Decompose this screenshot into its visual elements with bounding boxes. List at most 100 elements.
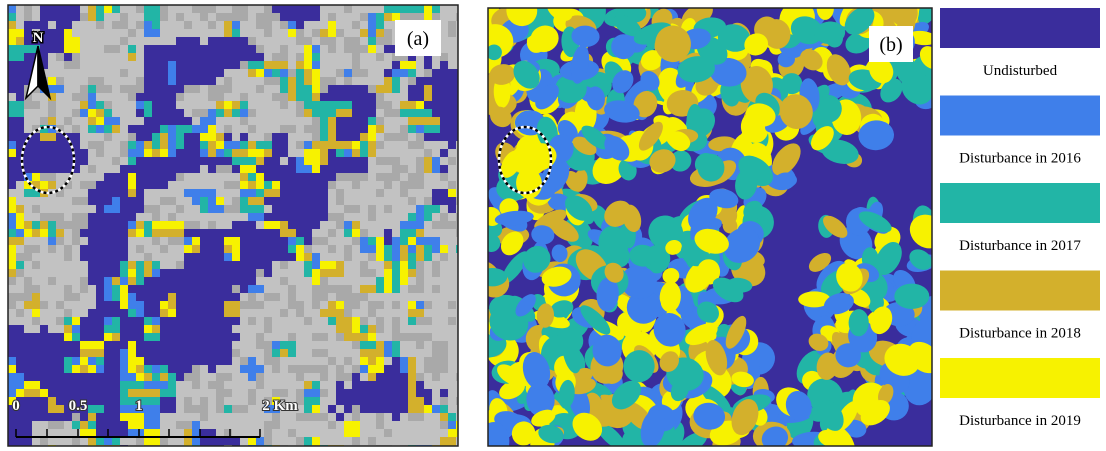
map-pixel xyxy=(248,109,256,117)
map-pixel xyxy=(256,349,264,357)
map-pixel xyxy=(120,389,128,397)
map-pixel xyxy=(256,437,264,445)
map-pixel xyxy=(272,293,280,301)
map-pixel xyxy=(208,389,216,397)
map-pixel xyxy=(392,341,400,349)
map-pixel xyxy=(112,77,120,85)
map-pixel xyxy=(416,181,424,189)
map-pixel xyxy=(128,5,136,13)
map-pixel xyxy=(32,309,40,317)
map-pixel xyxy=(408,133,416,141)
map-pixel xyxy=(344,45,352,53)
map-pixel xyxy=(280,341,288,349)
map-pixel xyxy=(248,189,256,197)
map-pixel xyxy=(384,333,392,341)
map-pixel xyxy=(392,301,400,309)
map-pixel xyxy=(328,381,336,389)
map-pixel xyxy=(224,413,232,421)
map-pixel xyxy=(400,365,408,373)
map-pixel xyxy=(280,77,288,85)
map-pixel xyxy=(320,229,328,237)
map-pixel xyxy=(168,373,176,381)
map-pixel xyxy=(264,125,272,133)
map-pixel xyxy=(400,77,408,85)
map-pixel xyxy=(456,61,464,69)
map-pixel xyxy=(272,277,280,285)
map-pixel xyxy=(360,141,368,149)
map-pixel xyxy=(176,213,184,221)
map-pixel xyxy=(160,141,168,149)
map-pixel xyxy=(328,421,336,429)
map-pixel xyxy=(168,189,176,197)
map-pixel xyxy=(144,429,152,437)
map-pixel xyxy=(224,245,232,253)
map-pixel xyxy=(336,245,344,253)
map-pixel xyxy=(288,37,296,45)
map-pixel xyxy=(240,109,248,117)
map-pixel xyxy=(296,309,304,317)
map-pixel xyxy=(424,13,432,21)
map-pixel xyxy=(224,253,232,261)
map-pixel xyxy=(344,261,352,269)
map-pixel xyxy=(352,149,360,157)
map-pixel xyxy=(328,77,336,85)
map-pixel xyxy=(184,381,192,389)
map-pixel xyxy=(72,325,80,333)
map-pixel xyxy=(344,213,352,221)
map-pixel xyxy=(256,381,264,389)
map-pixel xyxy=(440,229,448,237)
map-pixel xyxy=(8,277,16,285)
map-pixel xyxy=(224,389,232,397)
map-pixel xyxy=(456,429,464,437)
map-pixel xyxy=(456,29,464,37)
map-pixel xyxy=(328,117,336,125)
map-pixel xyxy=(400,253,408,261)
map-pixel xyxy=(432,149,440,157)
map-pixel xyxy=(352,37,360,45)
map-pixel xyxy=(56,77,64,85)
map-pixel xyxy=(248,405,256,413)
map-pixel xyxy=(352,205,360,213)
map-pixel xyxy=(392,317,400,325)
map-pixel xyxy=(104,141,112,149)
map-pixel xyxy=(368,221,376,229)
map-pixel xyxy=(192,93,200,101)
map-pixel xyxy=(368,253,376,261)
map-pixel xyxy=(344,229,352,237)
map-pixel xyxy=(328,213,336,221)
map-pixel xyxy=(408,189,416,197)
map-pixel xyxy=(248,357,256,365)
map-pixel xyxy=(368,269,376,277)
map-pixel xyxy=(40,101,48,109)
map-pixel xyxy=(32,93,40,101)
map-pixel xyxy=(432,421,440,429)
map-pixel xyxy=(128,181,136,189)
map-pixel xyxy=(256,21,264,29)
map-pixel xyxy=(328,253,336,261)
map-pixel xyxy=(48,237,56,245)
map-pixel xyxy=(456,141,464,149)
map-pixel xyxy=(312,229,320,237)
map-pixel xyxy=(448,5,456,13)
map-pixel xyxy=(56,93,64,101)
map-pixel xyxy=(408,389,416,397)
map-pixel xyxy=(120,149,128,157)
map-pixel xyxy=(136,277,144,285)
map-pixel xyxy=(264,5,272,13)
map-pixel xyxy=(184,245,192,253)
map-pixel xyxy=(176,429,184,437)
map-pixel xyxy=(72,45,80,53)
map-pixel xyxy=(88,125,96,133)
map-pixel xyxy=(360,69,368,77)
map-pixel xyxy=(232,253,240,261)
map-pixel xyxy=(128,61,136,69)
map-pixel xyxy=(416,173,424,181)
map-pixel xyxy=(296,29,304,37)
map-pixel xyxy=(136,269,144,277)
map-pixel xyxy=(368,53,376,61)
map-pixel xyxy=(16,13,24,21)
map-pixel xyxy=(432,61,440,69)
map-pixel xyxy=(304,269,312,277)
map-pixel xyxy=(408,101,416,109)
map-pixel xyxy=(416,357,424,365)
